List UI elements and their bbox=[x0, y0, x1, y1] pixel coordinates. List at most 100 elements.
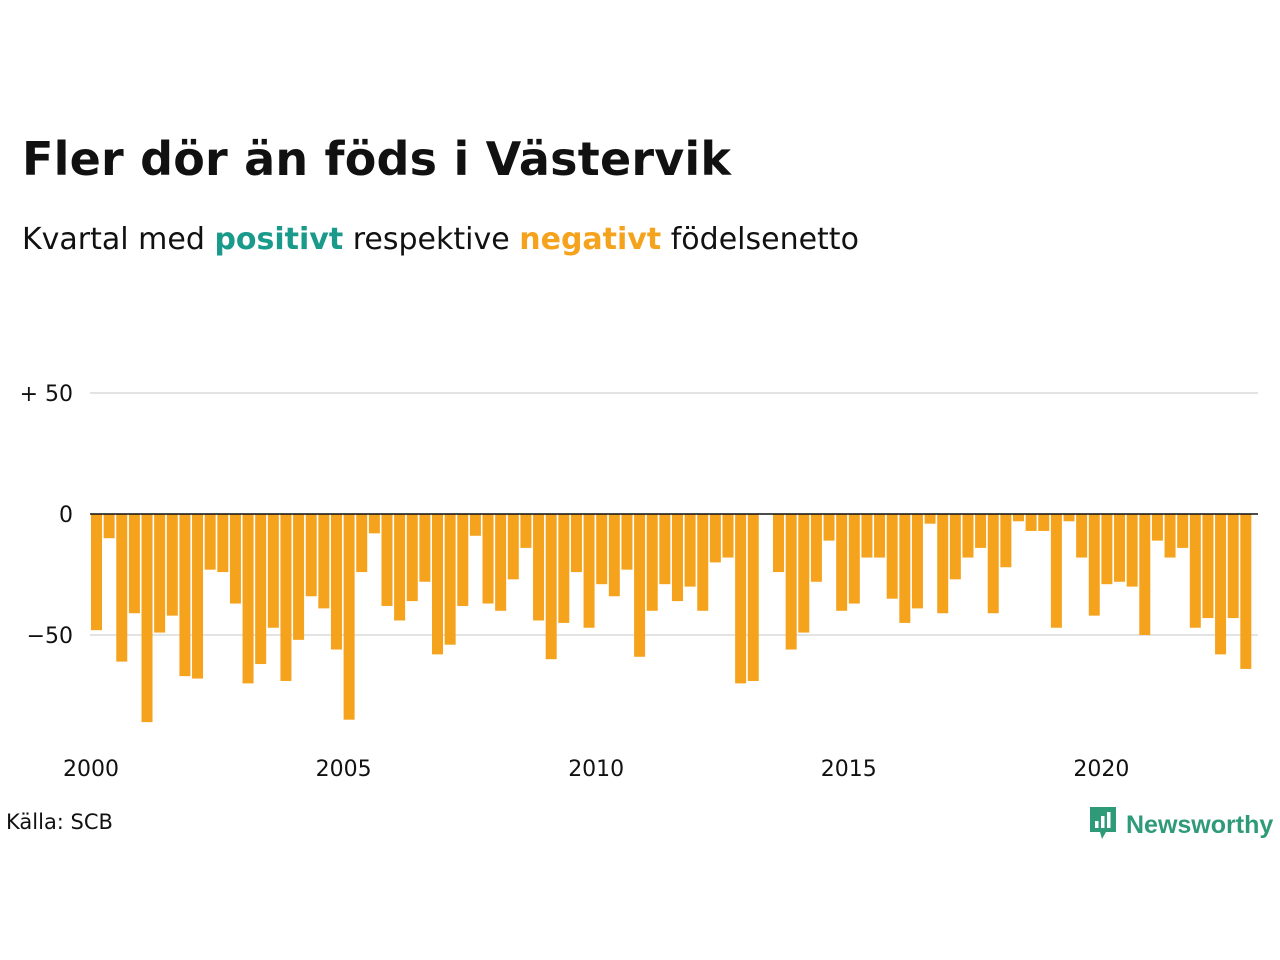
bar bbox=[217, 514, 229, 573]
bar bbox=[848, 514, 860, 604]
bar bbox=[128, 514, 140, 614]
bar bbox=[1177, 514, 1189, 548]
bar bbox=[1101, 514, 1113, 585]
bar bbox=[267, 514, 279, 628]
bar bbox=[432, 514, 444, 655]
x-tick-label: 2010 bbox=[568, 757, 624, 782]
bar bbox=[975, 514, 987, 548]
bar bbox=[570, 514, 582, 573]
bar bbox=[394, 514, 406, 621]
subtitle-prefix: Kvartal med bbox=[22, 222, 205, 257]
bar bbox=[1025, 514, 1037, 531]
bar bbox=[533, 514, 545, 621]
x-tick-label: 2020 bbox=[1073, 757, 1129, 782]
x-tick-label: 2005 bbox=[316, 757, 372, 782]
bar bbox=[166, 514, 178, 616]
bar bbox=[987, 514, 999, 614]
bar bbox=[103, 514, 115, 539]
bar bbox=[1189, 514, 1201, 628]
bar bbox=[924, 514, 936, 524]
bar bbox=[836, 514, 848, 611]
bar bbox=[773, 514, 785, 573]
bar bbox=[659, 514, 671, 585]
bar bbox=[368, 514, 380, 534]
bar bbox=[116, 514, 128, 662]
newsworthy-logo-icon bbox=[1088, 805, 1118, 845]
bar bbox=[798, 514, 810, 633]
bar bbox=[330, 514, 342, 650]
bar bbox=[1050, 514, 1062, 628]
bar bbox=[469, 514, 481, 536]
bar bbox=[671, 514, 683, 602]
bar bbox=[810, 514, 822, 582]
subtitle-suffix: födelsenetto bbox=[670, 222, 859, 257]
bar bbox=[520, 514, 532, 548]
bar bbox=[608, 514, 620, 597]
y-tick-label: 0 bbox=[59, 503, 73, 528]
bar bbox=[1164, 514, 1176, 558]
bar bbox=[1215, 514, 1227, 655]
x-tick-labels: 2000 2005 2010 2015 2020 bbox=[63, 757, 1129, 782]
bar bbox=[899, 514, 911, 623]
bar bbox=[495, 514, 507, 611]
bar bbox=[1012, 514, 1024, 522]
bar bbox=[1227, 514, 1239, 619]
bar bbox=[747, 514, 759, 681]
bar bbox=[722, 514, 734, 558]
bar bbox=[1063, 514, 1075, 522]
bar bbox=[558, 514, 570, 623]
bar bbox=[1126, 514, 1138, 587]
y-tick-label: + 50 bbox=[20, 382, 73, 407]
bar bbox=[457, 514, 469, 606]
y-tick-label: −50 bbox=[27, 624, 73, 649]
bar bbox=[154, 514, 166, 633]
bar bbox=[293, 514, 305, 640]
bar bbox=[280, 514, 292, 681]
bar bbox=[962, 514, 974, 558]
bar bbox=[823, 514, 835, 541]
bar bbox=[343, 514, 355, 720]
bar bbox=[785, 514, 797, 650]
bar bbox=[684, 514, 696, 587]
subtitle-negative: negativt bbox=[519, 222, 662, 257]
bars bbox=[91, 514, 1252, 723]
bar bbox=[596, 514, 608, 585]
bar bbox=[381, 514, 393, 606]
subtitle-positive: positivt bbox=[214, 222, 344, 257]
x-tick-label: 2015 bbox=[821, 757, 877, 782]
bar bbox=[583, 514, 595, 628]
bar bbox=[419, 514, 431, 582]
bar bbox=[697, 514, 709, 611]
bar bbox=[406, 514, 418, 602]
bar bbox=[507, 514, 519, 580]
subtitle-middle: respektive bbox=[352, 222, 510, 257]
bar bbox=[204, 514, 216, 570]
bar bbox=[1151, 514, 1163, 541]
bar bbox=[545, 514, 557, 660]
bar bbox=[937, 514, 949, 614]
newsworthy-logo-text: Newsworthy bbox=[1126, 810, 1274, 839]
bar bbox=[1114, 514, 1126, 582]
bar bbox=[886, 514, 898, 599]
bar bbox=[874, 514, 886, 558]
chart-subtitle: Kvartal med positivt respektive negativt… bbox=[22, 222, 859, 257]
y-tick-labels: + 50 0 −50 bbox=[20, 382, 73, 649]
bar bbox=[709, 514, 721, 563]
bar bbox=[1088, 514, 1100, 616]
bar bbox=[1202, 514, 1214, 619]
source-label: Källa: SCB bbox=[6, 810, 113, 834]
bar bbox=[444, 514, 456, 645]
bar bbox=[229, 514, 241, 604]
bar bbox=[141, 514, 153, 723]
x-tick-label: 2000 bbox=[63, 757, 119, 782]
newsworthy-logo: Newsworthy bbox=[1088, 805, 1273, 845]
bar bbox=[318, 514, 330, 609]
bar bbox=[192, 514, 204, 679]
bar bbox=[634, 514, 646, 657]
bar bbox=[949, 514, 961, 580]
bar bbox=[1240, 514, 1252, 669]
bar bbox=[1139, 514, 1151, 635]
bar bbox=[305, 514, 317, 597]
bar bbox=[179, 514, 191, 677]
